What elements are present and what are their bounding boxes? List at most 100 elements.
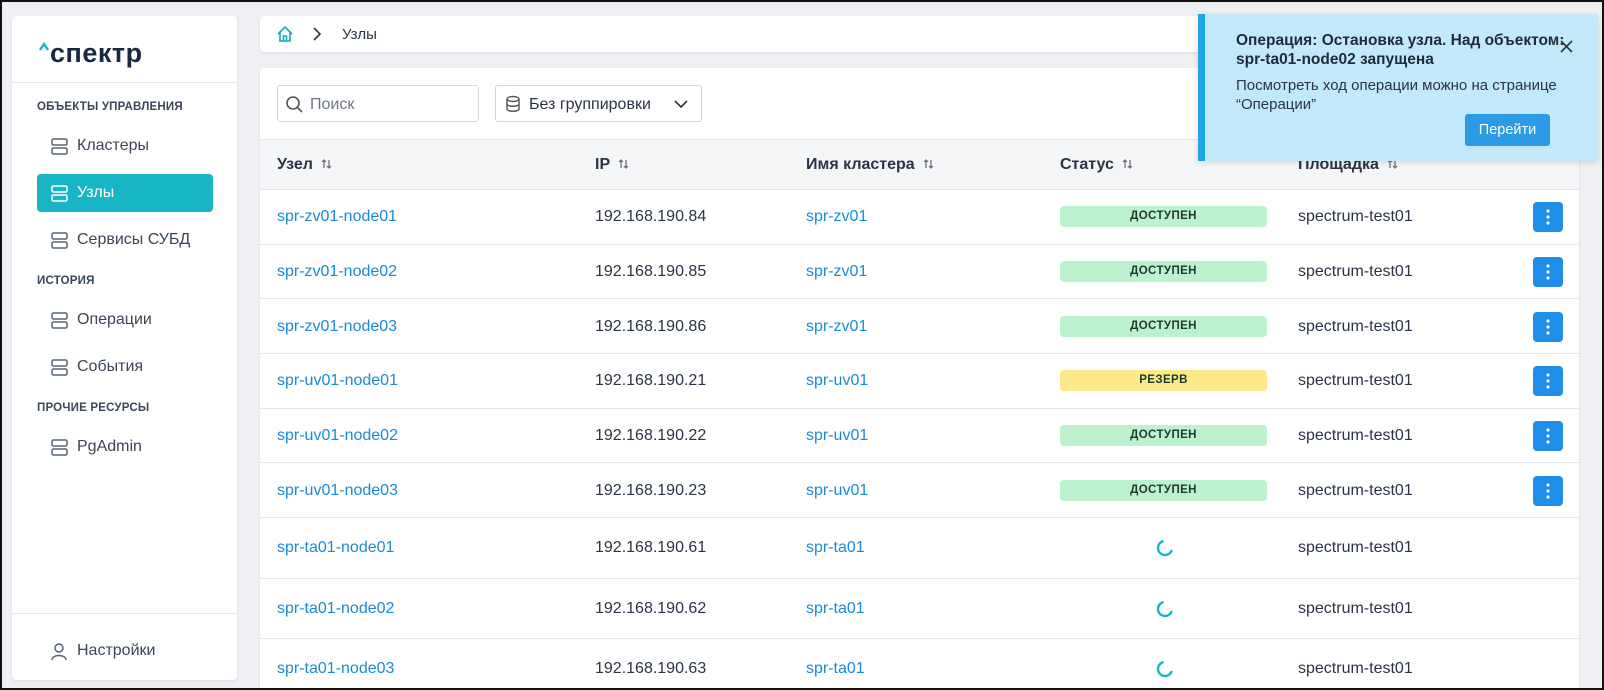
status-badge: ДОСТУПЕН xyxy=(1060,479,1267,501)
breadcrumb-current: Узлы xyxy=(342,26,377,43)
site: spectrum-test01 xyxy=(1298,660,1413,678)
cluster-link[interactable]: spr-zv01 xyxy=(806,317,868,335)
node-link link[interactable]: spr-zv01-node01 xyxy=(277,208,398,226)
cluster-link[interactable]: spr-ta01 xyxy=(806,660,865,678)
site: spectrum-test01 xyxy=(1298,599,1413,617)
chevron xyxy=(313,27,322,41)
nav-icon xyxy=(51,232,68,249)
notification: Операция: Остановка узла. Над объектом: … xyxy=(1198,14,1598,161)
site: spectrum-test01 xyxy=(1298,481,1413,499)
sort-icon xyxy=(321,159,332,169)
cluster-link[interactable]: spr-ta01 xyxy=(806,599,865,617)
node-link link[interactable]: spr-zv01-node03 xyxy=(277,317,398,335)
site: spectrum-test01 xyxy=(1298,317,1413,335)
loading-spinner xyxy=(1156,540,1173,557)
nav-icon xyxy=(51,138,68,155)
sort-icon xyxy=(923,159,934,169)
nav-item[interactable]: Настройки xyxy=(37,632,213,670)
table-row: spr-uv01-node03 192.168.190.23 spr-uv01 ДОС… xyxy=(260,464,1579,519)
nav-item[interactable]: Кластеры xyxy=(37,127,213,165)
nav-label: Сервисы СУБД xyxy=(77,231,191,248)
actions-button[interactable] xyxy=(1533,311,1563,342)
loading-spinner xyxy=(1156,601,1173,618)
grouping-label: Без группировки xyxy=(529,96,651,113)
ip: 192.168.190.63 xyxy=(595,660,707,678)
actions-button[interactable] xyxy=(1533,421,1563,452)
content-card: Поиск Без группировки Узел IP Имя кластера Ст… xyxy=(260,68,1579,688)
cluster-link[interactable]: spr-uv01 xyxy=(806,427,869,445)
table-row: spr-uv01-node02 192.168.190.22 spr-uv01 ДОС… xyxy=(260,409,1579,464)
actions-button[interactable] xyxy=(1533,475,1563,506)
cluster-link[interactable]: spr-zv01 xyxy=(806,263,868,281)
nav-label: Операции xyxy=(77,311,152,328)
column-header[interactable]: IP xyxy=(595,156,629,174)
nav-label: Кластеры xyxy=(77,137,149,154)
node-link link[interactable]: spr-uv01-node01 xyxy=(277,372,398,390)
cluster-link[interactable]: spr-ta01 xyxy=(806,539,865,557)
nav-icon xyxy=(51,312,68,329)
node-link link[interactable]: spr-ta01-node01 xyxy=(277,539,395,557)
site: spectrum-test01 xyxy=(1298,208,1413,226)
home-icon[interactable] xyxy=(276,25,294,43)
node-link link[interactable]: spr-ta01-node03 xyxy=(277,660,395,678)
ip: 192.168.190.86 xyxy=(595,317,707,335)
table-row: spr-ta01-node03 192.168.190.63 spr-ta01 spe… xyxy=(260,639,1579,688)
ip: 192.168.190.21 xyxy=(595,372,707,390)
cluster-link[interactable]: spr-uv01 xyxy=(806,372,869,390)
grouping-select[interactable]: Без группировки xyxy=(495,85,702,122)
ip: 192.168.190.23 xyxy=(595,481,707,499)
status-badge: ДОСТУПЕН xyxy=(1060,425,1267,447)
kebab-icon xyxy=(1546,428,1550,444)
site: spectrum-test01 xyxy=(1298,372,1413,390)
search-placeholder: Поиск xyxy=(310,96,355,113)
sidebar: спектр ОБЪЕКТЫ УПРАВЛЕНИЯ Кластеры Узлы Серв… xyxy=(12,16,237,680)
nav-item[interactable]: PgAdmin xyxy=(37,428,213,466)
ip: 192.168.190.84 xyxy=(595,208,707,226)
kebab-icon xyxy=(1546,264,1550,280)
grouping-icon xyxy=(506,95,520,112)
node-link link[interactable]: spr-uv01-node02 xyxy=(277,427,398,445)
cluster-link[interactable]: spr-zv01 xyxy=(806,208,868,226)
sort-icon xyxy=(618,159,629,169)
node-link link[interactable]: spr-uv01-node03 xyxy=(277,481,398,499)
column-header[interactable]: Узел xyxy=(277,156,332,174)
actions-button[interactable] xyxy=(1533,366,1563,397)
section-title: ПРОЧИЕ РЕСУРСЫ xyxy=(37,402,150,414)
ip: 192.168.190.62 xyxy=(595,599,707,617)
table-row: spr-uv01-node01 192.168.190.21 spr-uv01 РЕЗ… xyxy=(260,354,1579,409)
column-header[interactable]: Имя кластера xyxy=(806,156,934,174)
site: spectrum-test01 xyxy=(1298,427,1413,445)
nav-label: Настройки xyxy=(77,642,156,659)
close-icon[interactable] xyxy=(1560,40,1573,53)
nav-icon xyxy=(51,359,68,376)
nav-label: Узлы xyxy=(77,184,115,201)
table-row: spr-zv01-node03 192.168.190.86 spr-zv01 ДОС… xyxy=(260,299,1579,355)
cluster-link[interactable]: spr-uv01 xyxy=(806,481,869,499)
nav-item[interactable]: Операции xyxy=(37,301,213,339)
divider xyxy=(12,613,237,614)
table-row: spr-ta01-node02 192.168.190.62 spr-ta01 spe… xyxy=(260,579,1579,640)
column-header[interactable]: Статус xyxy=(1060,156,1133,174)
nav-icon xyxy=(51,439,68,456)
sort-icon xyxy=(1122,159,1133,169)
actions-button[interactable] xyxy=(1533,202,1563,233)
table-row: spr-ta01-node01 192.168.190.61 spr-ta01 spe… xyxy=(260,518,1579,579)
ip: 192.168.190.61 xyxy=(595,539,707,557)
kebab-icon xyxy=(1546,209,1550,225)
logo-caret xyxy=(39,42,49,51)
status-badge: РЕЗЕРВ xyxy=(1060,370,1267,392)
logo: спектр xyxy=(50,38,143,68)
nav-item[interactable]: События xyxy=(37,348,213,386)
node-link link[interactable]: spr-ta01-node02 xyxy=(277,599,395,617)
node-link link[interactable]: spr-zv01-node02 xyxy=(277,263,398,281)
site: spectrum-test01 xyxy=(1298,263,1413,281)
nav-item[interactable]: Сервисы СУБД xyxy=(37,221,213,259)
dropdown-arrow xyxy=(674,100,688,109)
actions-button[interactable] xyxy=(1533,257,1563,288)
status-badge: ДОСТУПЕН xyxy=(1060,261,1267,283)
search-input[interactable]: Поиск xyxy=(277,85,479,122)
nav-item-active[interactable]: Узлы xyxy=(37,174,213,212)
notification-button[interactable]: Перейти xyxy=(1465,114,1550,146)
nav-label: События xyxy=(77,358,144,375)
